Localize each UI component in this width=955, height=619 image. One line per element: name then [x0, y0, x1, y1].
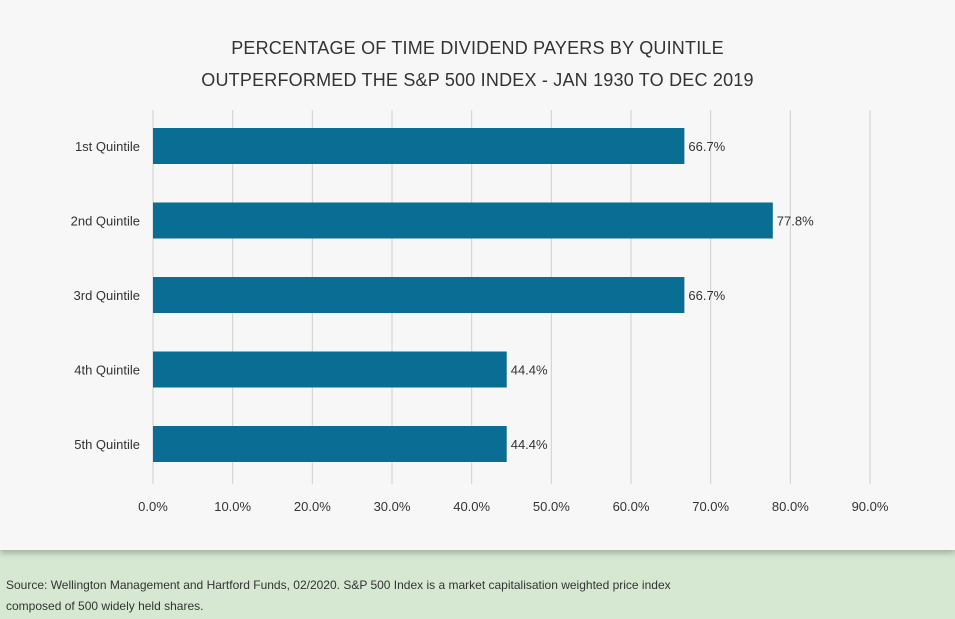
source-line-2: composed of 500 widely held shares. [6, 599, 204, 613]
category-label: 2nd Quintile [71, 214, 140, 229]
bar [153, 128, 685, 164]
source-line-1: Source: Wellington Management and Hartfo… [6, 578, 671, 592]
x-tick-label: 10.0% [214, 499, 251, 514]
category-label: 1st Quintile [75, 139, 140, 154]
x-tick-label: 60.0% [613, 499, 650, 514]
category-label: 5th Quintile [74, 437, 140, 452]
data-label: 66.7% [688, 288, 725, 303]
x-tick-label: 90.0% [852, 499, 889, 514]
chart-title-line-2: OUTPERFORMED THE S&P 500 INDEX - JAN 193… [201, 70, 754, 90]
data-label: 44.4% [511, 363, 548, 378]
x-tick-label: 40.0% [453, 499, 490, 514]
x-tick-label: 0.0% [138, 499, 168, 514]
x-tick-label: 70.0% [692, 499, 729, 514]
bar [153, 351, 507, 388]
bar [153, 426, 507, 462]
x-tick-label: 80.0% [772, 499, 809, 514]
chart-title-line-1: PERCENTAGE OF TIME DIVIDEND PAYERS BY QU… [231, 38, 724, 58]
x-tick-label: 50.0% [533, 499, 570, 514]
data-label: 44.4% [511, 437, 548, 452]
category-label: 4th Quintile [74, 363, 140, 378]
x-tick-label: 20.0% [294, 499, 331, 514]
chart-panel: PERCENTAGE OF TIME DIVIDEND PAYERS BY QU… [0, 0, 955, 550]
data-label: 66.7% [688, 139, 725, 154]
bar [153, 277, 685, 313]
category-label: 3rd Quintile [74, 288, 140, 303]
data-label: 77.8% [777, 214, 814, 229]
bar-chart: 0.0% 10.0% 20.0% 30.0% 40.0% 50.0% 60.0% 70.0% 8… [71, 110, 889, 514]
bar [153, 202, 773, 239]
x-tick-label: 30.0% [374, 499, 411, 514]
source-note: Source: Wellington Management and Hartfo… [6, 575, 946, 617]
